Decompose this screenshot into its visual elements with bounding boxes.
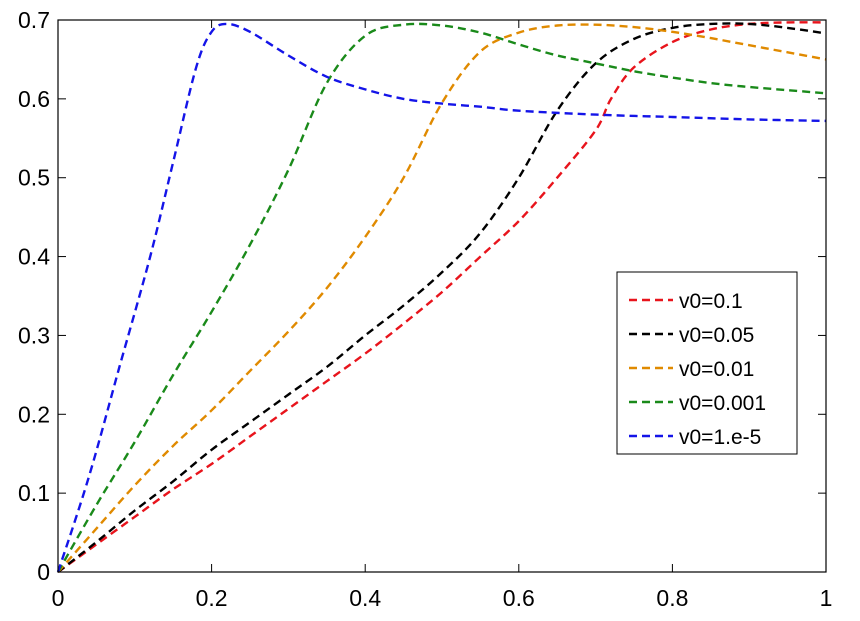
axis-ticks: 0 0.2 0.4 0.6 0.8 1 0 0.1 0.2 0.3 0.4 0.5 0.6 0.7 — [18, 7, 832, 611]
y-tick-label: 0 — [37, 559, 50, 585]
y-tick-label: 0.6 — [18, 86, 50, 112]
x-tick-label: 0 — [52, 585, 65, 611]
series-line-4 — [56, 22, 827, 573]
legend-label-1: v0=0.05 — [679, 324, 754, 347]
y-tick-label: 0.1 — [18, 480, 50, 506]
series-line-1 — [57, 22, 827, 573]
legend-label-3: v0=0.001 — [679, 392, 766, 415]
legend-label-4: v0=1.e-5 — [679, 426, 761, 449]
plot-frame — [57, 19, 827, 573]
legend-label-0: v0=0.1 — [679, 290, 743, 313]
y-tick-label: 0.2 — [18, 401, 50, 427]
series-line-3 — [56, 22, 827, 573]
legend-box — [616, 271, 798, 455]
series-lines — [56, 21, 827, 573]
x-tick-label: 0.2 — [196, 585, 228, 611]
x-tick-label: 1 — [820, 585, 833, 611]
x-tick-label: 0.8 — [656, 585, 688, 611]
y-tick-label: 0.5 — [18, 165, 50, 191]
y-tick-label: 0.4 — [18, 244, 50, 270]
legend: v0=0.1 v0=0.05 v0=0.01 v0=0.001 v0=1.e-5 — [616, 271, 798, 455]
x-tick-label: 0.4 — [349, 585, 381, 611]
x-tick-label: 0.6 — [503, 585, 535, 611]
legend-label-2: v0=0.01 — [679, 358, 754, 381]
y-tick-label: 0.7 — [18, 7, 50, 33]
y-tick-label: 0.3 — [18, 322, 50, 348]
